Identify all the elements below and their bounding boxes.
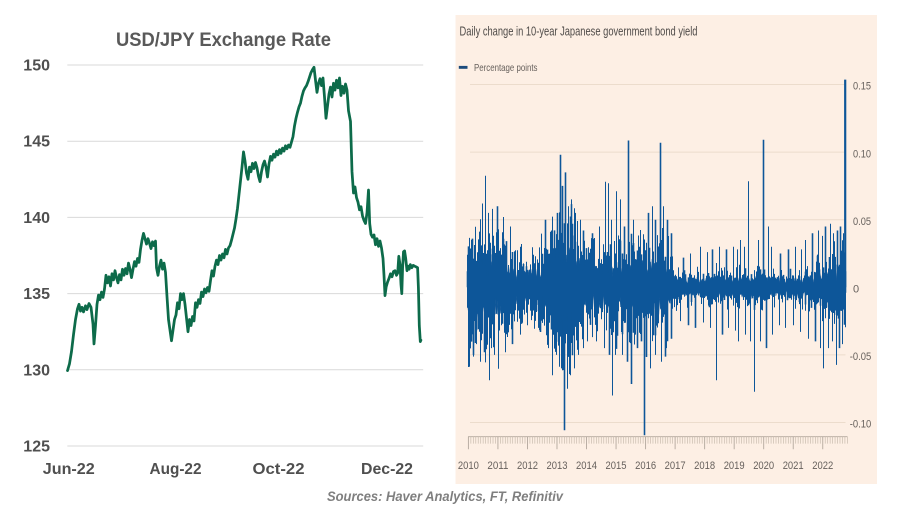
svg-text:2022: 2022: [812, 460, 833, 472]
svg-text:-0.05: -0.05: [850, 351, 872, 363]
svg-text:145: 145: [23, 134, 50, 151]
svg-text:2012: 2012: [517, 460, 538, 472]
svg-text:Percentage points: Percentage points: [474, 62, 538, 74]
svg-text:Oct-22: Oct-22: [253, 461, 305, 478]
svg-text:2019: 2019: [724, 460, 745, 472]
svg-text:130: 130: [23, 362, 50, 379]
svg-text:2020: 2020: [753, 460, 774, 472]
svg-text:2011: 2011: [487, 460, 508, 472]
svg-text:2018: 2018: [694, 460, 715, 472]
svg-text:Daily change in 10-year Japane: Daily change in 10-year Japanese governm…: [460, 25, 698, 39]
svg-text:0.10: 0.10: [853, 148, 871, 160]
svg-text:USD/JPY Exchange Rate: USD/JPY Exchange Rate: [116, 30, 331, 51]
svg-text:2014: 2014: [576, 460, 597, 472]
svg-text:Dec-22: Dec-22: [361, 461, 413, 478]
svg-text:2017: 2017: [665, 460, 686, 472]
svg-text:2016: 2016: [635, 460, 656, 472]
svg-text:Sources: Haver Analytics, FT,: Sources: Haver Analytics, FT, Refinitiv: [327, 489, 564, 504]
svg-text:140: 140: [23, 210, 50, 227]
svg-text:125: 125: [23, 439, 50, 456]
svg-text:150: 150: [23, 58, 50, 75]
svg-text:0.15: 0.15: [853, 81, 871, 93]
svg-text:Aug-22: Aug-22: [150, 461, 202, 478]
svg-text:2021: 2021: [783, 460, 804, 472]
svg-text:2013: 2013: [547, 460, 568, 472]
svg-text:Jun-22: Jun-22: [43, 461, 95, 478]
svg-text:0: 0: [853, 284, 859, 296]
svg-text:-0.10: -0.10: [850, 419, 872, 431]
svg-text:2015: 2015: [606, 460, 627, 472]
svg-text:0.05: 0.05: [853, 216, 871, 228]
svg-text:2010: 2010: [458, 460, 479, 472]
svg-text:135: 135: [23, 286, 50, 303]
